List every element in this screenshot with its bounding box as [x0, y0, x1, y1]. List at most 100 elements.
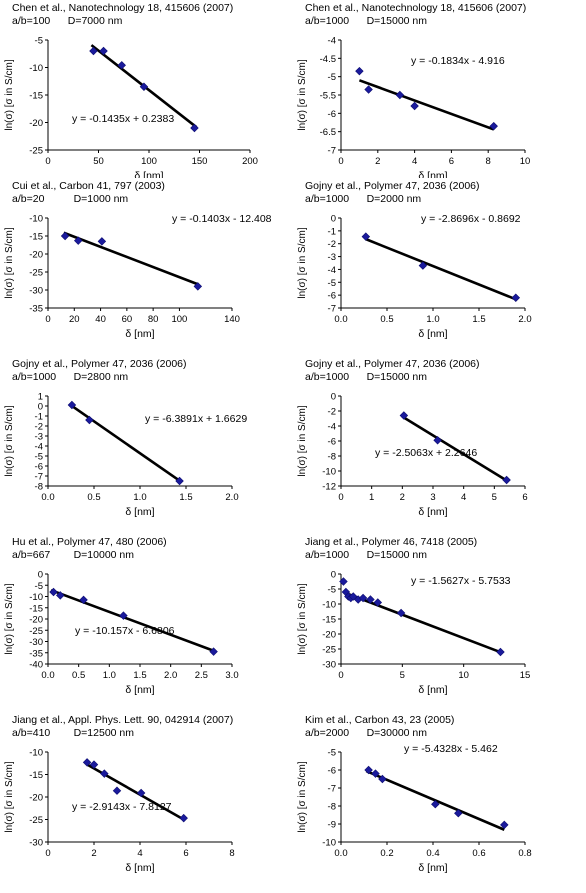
chart-panel: Kim et al., Carbon 43, 23 (2005) a/b=2000… — [293, 712, 586, 890]
chart-panel: Cui et al., Carbon 41, 797 (2003) a/b=20 … — [0, 178, 293, 356]
x-tick-label: 0 — [45, 848, 50, 859]
y-tick-label: -8 — [328, 452, 336, 463]
citation: Chen et al., Nanotechnology 18, 415606 (… — [305, 2, 527, 14]
y-axis-label: ln(σ) [σ in S/cm] — [297, 227, 308, 298]
x-tick-label: 0 — [45, 156, 50, 167]
data-point — [396, 608, 406, 618]
citation: Jiang et al., Appl. Phys. Lett. 90, 0429… — [12, 714, 234, 726]
trend-line — [50, 588, 215, 652]
data-point — [100, 769, 109, 778]
x-axis-label: δ [nm] — [418, 170, 447, 178]
data-point — [373, 598, 383, 607]
data-point — [358, 593, 368, 603]
x-tick-label: 0.2 — [380, 848, 393, 859]
parameters: a/b=1000 D=15000 nm — [305, 371, 428, 383]
fit-equation: y = -6.3891x + 1.6629 — [145, 413, 247, 425]
y-tick-label: -20 — [29, 793, 43, 804]
data-point — [67, 400, 77, 410]
y-axis-label: ln(σ) [σ in S/cm] — [297, 405, 308, 476]
y-tick-label: -30 — [322, 660, 336, 671]
y-tick-label: -10 — [322, 467, 336, 478]
parameters: a/b=20 D=1000 nm — [12, 193, 129, 205]
data-point — [85, 415, 94, 425]
y-tick-label: -1 — [328, 226, 336, 237]
x-tick-label: 2.0 — [518, 314, 531, 325]
y-tick-label: -35 — [29, 304, 43, 315]
y-tick-label: -15 — [322, 615, 336, 626]
y-tick-label: -10 — [322, 838, 336, 849]
data-point — [364, 85, 373, 94]
data-point — [399, 411, 409, 420]
x-tick-label: 40 — [95, 314, 106, 325]
y-tick-label: -9 — [328, 820, 336, 831]
citation: Chen et al., Nanotechnology 18, 415606 (… — [12, 2, 234, 14]
citation: Gojny et al., Polymer 47, 2036 (2006) — [305, 180, 480, 192]
x-tick-label: 3 — [430, 492, 435, 503]
fit-equation: y = -5.4328x - 5.462 — [404, 743, 498, 755]
y-tick-label: -5 — [328, 278, 336, 289]
y-tick-label: -6 — [328, 291, 336, 302]
y-tick-label: 0 — [38, 570, 43, 581]
y-tick-label: -4 — [35, 442, 43, 453]
chart-panel: Jiang et al., Appl. Phys. Lett. 90, 0429… — [0, 712, 293, 890]
data-point — [79, 595, 88, 605]
y-tick-label: -2 — [35, 422, 43, 433]
x-tick-label: 1.5 — [472, 314, 485, 325]
data-point — [511, 293, 521, 302]
x-tick-label: 8 — [486, 156, 491, 167]
citation: Hu et al., Polymer 47, 480 (2006) — [12, 536, 167, 548]
y-tick-label: -5 — [328, 748, 336, 759]
y-tick-label: -20 — [322, 630, 336, 641]
citation: Cui et al., Carbon 41, 797 (2003) — [12, 180, 165, 192]
chart-panel: Jiang et al., Polymer 46, 7418 (2005) a/b… — [293, 534, 586, 712]
trend-line — [63, 231, 199, 286]
x-tick-label: 0.5 — [380, 314, 393, 325]
parameters: a/b=667 D=10000 nm — [12, 549, 135, 561]
x-tick-label: 0.5 — [72, 670, 85, 681]
data-point — [74, 236, 83, 245]
data-point — [371, 769, 380, 778]
y-tick-label: -3 — [328, 252, 336, 263]
y-tick-label: -30 — [29, 286, 43, 297]
y-tick-label: -15 — [29, 603, 43, 614]
data-point — [364, 765, 373, 775]
data-point — [175, 476, 184, 486]
y-axis-label: ln(σ) [σ in S/cm] — [4, 761, 15, 832]
y-tick-label: -35 — [29, 648, 43, 659]
x-tick-label: 60 — [122, 314, 133, 325]
parameters: a/b=1000 D=15000 nm — [305, 15, 428, 27]
y-tick-label: -30 — [29, 838, 43, 849]
x-axis-label: δ [nm] — [418, 862, 447, 874]
fit-equation: y = -2.9143x - 7.8127 — [72, 801, 172, 813]
data-point — [190, 123, 199, 133]
x-axis-label: δ [nm] — [125, 506, 154, 518]
data-point — [418, 261, 428, 270]
x-tick-label: 1.0 — [426, 314, 439, 325]
x-tick-label: 140 — [224, 314, 240, 325]
x-tick-label: 100 — [171, 314, 187, 325]
y-tick-label: -4 — [328, 265, 336, 276]
y-tick-label: -10 — [29, 592, 43, 603]
x-tick-label: 50 — [93, 156, 104, 167]
y-tick-label: -1 — [35, 412, 43, 423]
y-tick-label: -6 — [328, 109, 336, 120]
x-tick-label: 2.5 — [195, 670, 208, 681]
data-point — [89, 46, 98, 56]
y-tick-label: -6.5 — [320, 127, 336, 138]
x-axis-label: δ [nm] — [418, 684, 447, 696]
y-tick-label: -20 — [29, 615, 43, 626]
y-tick-label: -30 — [29, 637, 43, 648]
data-point — [502, 475, 511, 485]
trend-line — [344, 591, 501, 654]
x-tick-label: 1 — [369, 492, 374, 503]
trend-line — [401, 415, 508, 482]
data-point — [60, 231, 70, 241]
y-tick-label: -4.5 — [320, 54, 336, 65]
x-tick-label: 4 — [137, 848, 142, 859]
x-tick-label: 5 — [492, 492, 497, 503]
data-point — [193, 282, 203, 291]
data-point — [82, 758, 92, 767]
data-point — [139, 82, 149, 91]
data-point — [99, 46, 108, 56]
x-axis-label: δ [nm] — [125, 684, 154, 696]
